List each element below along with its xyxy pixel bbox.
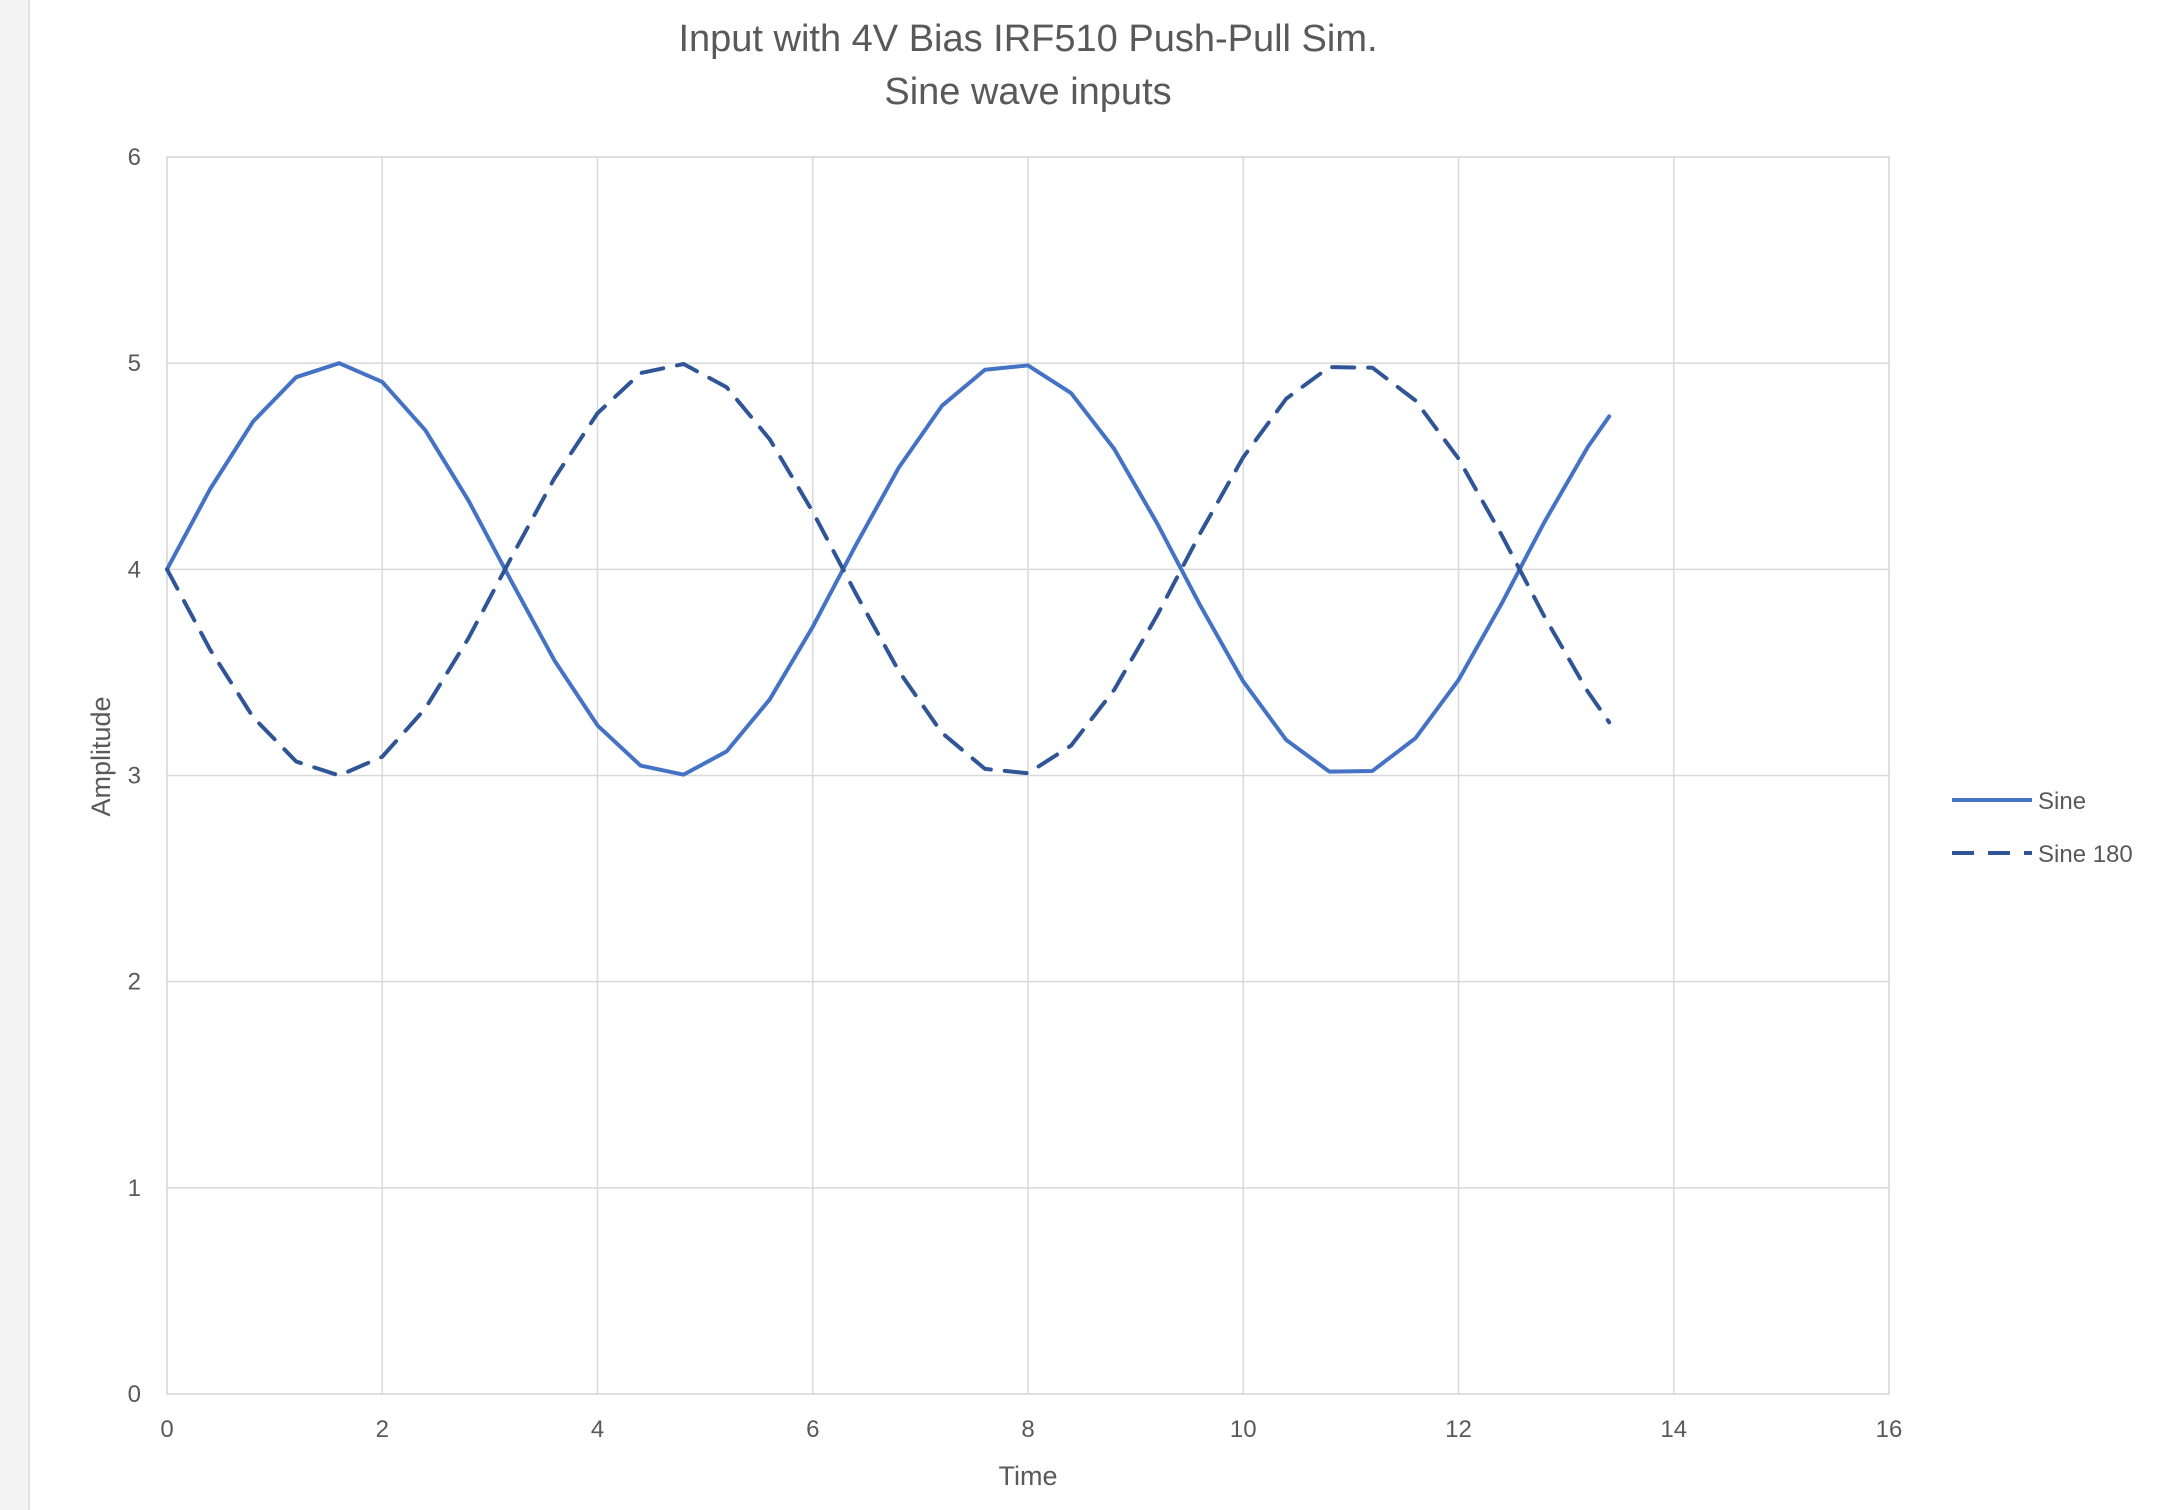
chart-subtitle: Sine wave inputs (884, 71, 1171, 113)
plot-frame (166, 156, 1890, 1395)
legend-label-sine: Sine (2038, 788, 2086, 815)
x-tick-label: 2 (376, 1416, 389, 1443)
x-tick-label: 10 (1230, 1416, 1257, 1443)
series-line-sine (165, 361, 1612, 777)
legend-label-sine-180: Sine 180 (2038, 841, 2133, 868)
x-tick-label: 0 (160, 1416, 173, 1443)
chart-area: Input with 4V Bias IRF510 Push-Pull Sim.… (30, 0, 2169, 1510)
legend: Sine Sine 180 (1952, 788, 2133, 868)
left-window-strip (0, 0, 30, 1510)
series-layer (165, 361, 1612, 778)
y-tick-label: 1 (128, 1175, 141, 1202)
x-axis-ticks: 0 2 4 6 8 10 12 14 16 (160, 1416, 1902, 1443)
y-tick-label: 0 (128, 1381, 141, 1408)
x-tick-label: 16 (1876, 1416, 1903, 1443)
y-tick-label: 6 (128, 144, 141, 171)
y-tick-label: 2 (128, 969, 141, 996)
y-axis-title: Amplitude (86, 696, 116, 816)
y-axis-ticks: 0 1 2 3 4 5 6 (128, 144, 141, 1408)
x-tick-label: 4 (591, 1416, 604, 1443)
chart-svg: Input with 4V Bias IRF510 Push-Pull Sim.… (86, 18, 2133, 1491)
x-axis-title: Time (999, 1461, 1058, 1491)
x-tick-label: 12 (1445, 1416, 1472, 1443)
x-tick-label: 14 (1660, 1416, 1687, 1443)
x-tick-label: 6 (806, 1416, 819, 1443)
y-tick-label: 4 (128, 556, 141, 583)
y-tick-label: 3 (128, 763, 141, 790)
x-tick-label: 8 (1021, 1416, 1034, 1443)
series-line-sine-180 (165, 361, 1612, 778)
y-tick-label: 5 (128, 350, 141, 377)
chart-title: Input with 4V Bias IRF510 Push-Pull Sim. (678, 18, 1377, 60)
